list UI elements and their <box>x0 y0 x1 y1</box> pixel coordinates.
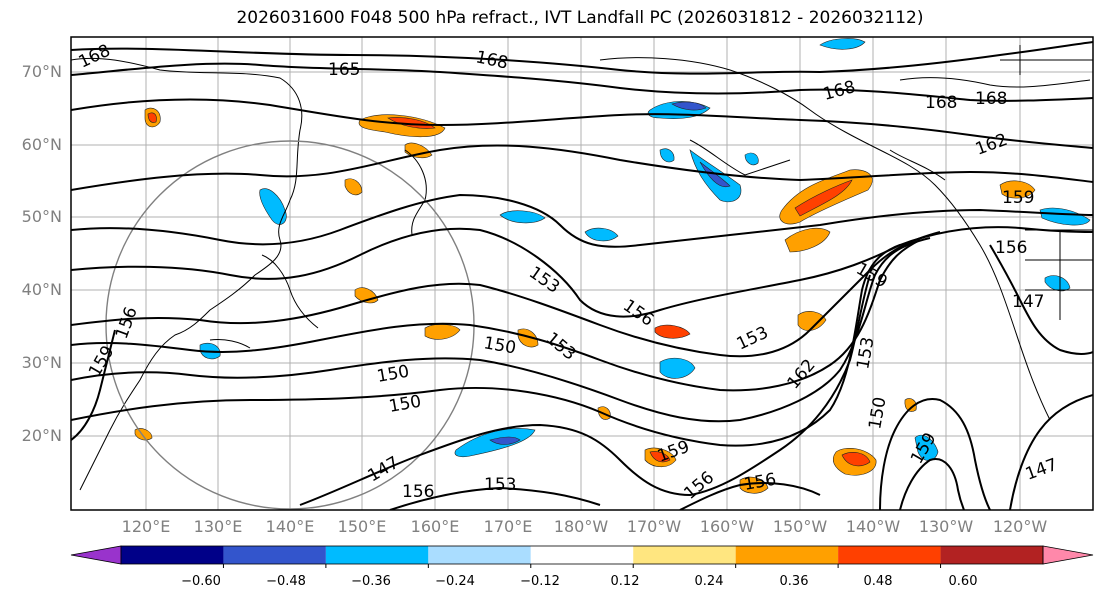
longitude-label: 150°E <box>337 517 387 536</box>
colorbar-tick-label: 0.36 <box>779 574 809 589</box>
longitude-label: 120°W <box>992 517 1048 536</box>
colorbar-extend-min <box>70 545 122 565</box>
colorbar-segment <box>940 546 1043 564</box>
contour-label: 165 <box>328 60 360 80</box>
colorbar-segment <box>735 546 839 564</box>
contour-label: 156 <box>402 482 434 502</box>
map-frame-background <box>71 37 1093 510</box>
longitude-label: 170°W <box>626 517 682 536</box>
colorbar-segment <box>633 546 736 564</box>
longitude-label: 150°W <box>772 517 828 536</box>
latitude-label: 30°N <box>21 353 62 372</box>
colorbar-tick-label: 0.24 <box>694 574 724 589</box>
contour-label: 156 <box>995 238 1027 258</box>
colorbar-tick-label: −0.36 <box>351 574 391 589</box>
contour-label: 168 <box>975 89 1007 109</box>
longitude-label: 120°E <box>121 517 171 536</box>
colorbar-tick-label: −0.24 <box>435 574 475 589</box>
colorbar-segment <box>223 546 326 564</box>
colorbar-segment <box>838 546 941 564</box>
colorbar-tick-label: −0.12 <box>520 574 560 589</box>
colorbar-outline <box>120 545 1044 565</box>
longitude-label: 180°W <box>553 517 609 536</box>
longitude-label: 160°W <box>699 517 755 536</box>
longitude-label: 170°E <box>483 517 533 536</box>
latitude-label: 70°N <box>21 62 62 81</box>
longitude-label: 130°E <box>193 517 243 536</box>
contour-label: 147 <box>1012 292 1044 312</box>
longitude-label: 130°W <box>918 517 974 536</box>
longitude-label: 140°E <box>265 517 315 536</box>
colorbar-segment <box>530 546 634 564</box>
colorbar <box>70 545 1094 568</box>
longitude-label: 160°E <box>410 517 460 536</box>
colorbar-tick-label: −0.60 <box>181 574 221 589</box>
latitude-label: 60°N <box>21 135 62 154</box>
anomaly-shading <box>134 38 1091 494</box>
longitude-label: 140°W <box>845 517 901 536</box>
contour-label: 153 <box>484 475 516 495</box>
colorbar-extend-max <box>1042 545 1094 565</box>
latitude-label: 20°N <box>21 426 62 445</box>
contour-label: 159 <box>1002 188 1034 208</box>
colorbar-tick-label: 0.60 <box>948 574 978 589</box>
graticule <box>71 37 1093 510</box>
map-title: 2026031600 F048 500 hPa refract., IVT La… <box>236 8 924 28</box>
colorbar-segment <box>325 546 429 564</box>
colorbar-segment <box>121 546 224 564</box>
colorbar-tick-label: −0.48 <box>266 574 306 589</box>
height-contours <box>71 41 1093 510</box>
latitude-label: 50°N <box>21 207 62 226</box>
colorbar-segment <box>428 546 531 564</box>
colorbar-tick-label: 0.12 <box>610 574 640 589</box>
colorbar-tick-label: 0.48 <box>863 574 893 589</box>
latitude-label: 40°N <box>21 280 62 299</box>
contour-label: 168 <box>925 93 957 113</box>
map-border <box>70 36 1094 511</box>
